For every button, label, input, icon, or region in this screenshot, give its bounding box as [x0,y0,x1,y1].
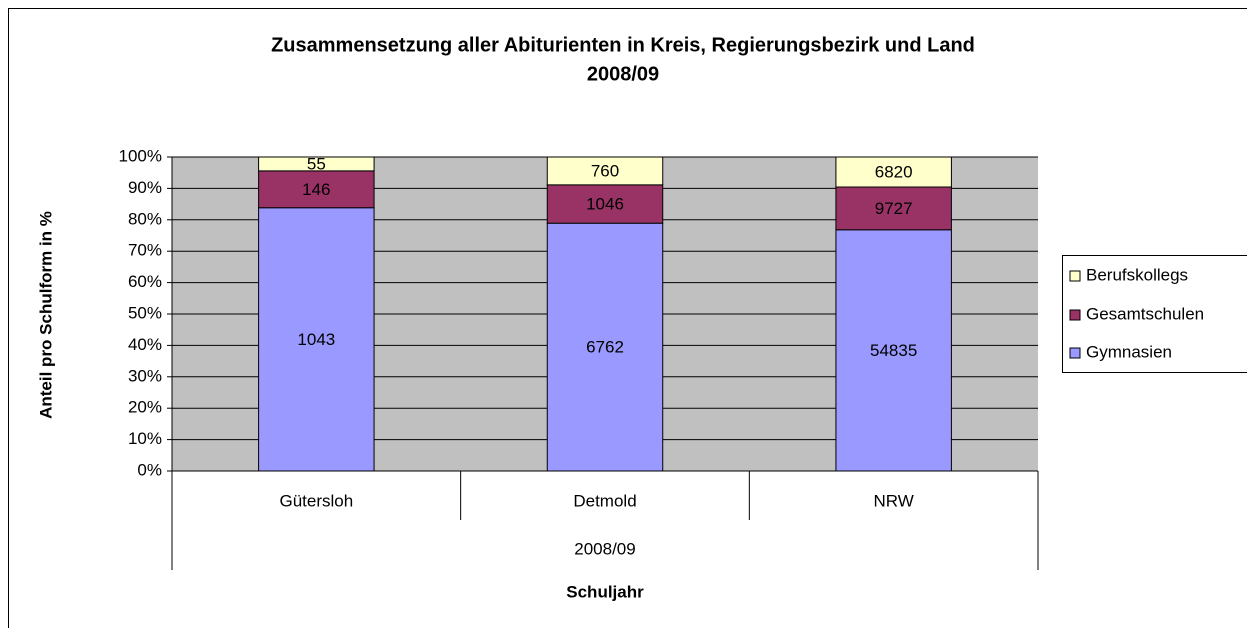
group-label: 2008/09 [574,539,635,558]
legend-label: Gymnasien [1086,342,1172,361]
bar-segment [258,156,375,172]
bar-segment [258,207,375,472]
bar-segment [546,222,664,472]
y-tick-label: 100% [119,146,162,165]
y-tick-label: 30% [128,366,162,385]
y-tick-label: 60% [128,272,162,291]
data-label: 6762 [586,338,624,357]
chart-title: 2008/09 [587,63,659,85]
y-axis-label: Anteil pro Schulform in % [36,211,55,419]
bar-segment [546,184,664,224]
y-tick-label: 20% [128,398,162,417]
bar-segment [835,186,952,231]
y-tick-label: 80% [128,209,162,228]
x-tick-label: Detmold [573,491,636,510]
x-tick-label: NRW [874,491,914,510]
y-tick-label: 90% [128,178,162,197]
data-label: 55 [307,154,326,173]
y-tick-label: 70% [128,241,162,260]
data-label: 54835 [870,341,917,360]
y-tick-label: 50% [128,303,162,322]
data-label: 1043 [297,330,335,349]
chart-title: Zusammensetzung aller Abiturienten in Kr… [271,34,975,56]
legend-swatch [1069,309,1081,321]
x-tick-label: Gütersloh [279,491,353,510]
y-tick-label: 0% [137,460,162,479]
x-axis-label: Schuljahr [566,582,644,601]
data-label: 1046 [586,195,624,214]
y-tick-label: 40% [128,335,162,354]
bar-segment [546,156,664,186]
bar-segment [835,156,952,188]
data-label: 6820 [875,162,913,181]
y-tick-label: 10% [128,429,162,448]
data-label: 760 [591,161,619,180]
legend [1062,255,1247,373]
data-label: 9727 [875,199,913,218]
bar-segment [835,229,952,472]
data-label: 146 [302,180,330,199]
legend-swatch [1069,270,1081,282]
legend-swatch [1069,347,1081,359]
legend-label: Gesamtschulen [1086,304,1204,323]
legend-label: Berufskollegs [1086,265,1188,284]
